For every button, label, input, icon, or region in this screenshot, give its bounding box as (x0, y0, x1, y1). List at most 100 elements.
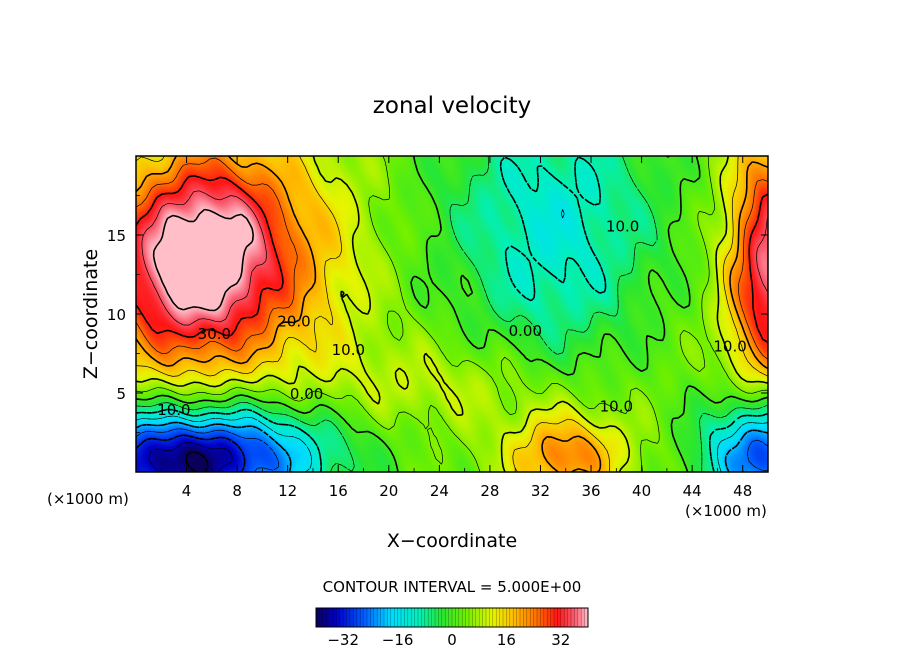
colorbar-bin (475, 608, 480, 627)
colorbar-bin (346, 608, 351, 627)
contour-line (136, 156, 768, 472)
contour-line (136, 156, 768, 472)
contour-interval-text: CONTOUR INTERVAL = 5.000E+00 (323, 578, 582, 596)
colorbar-tick-label: 32 (551, 631, 570, 649)
colorbar-bin (564, 608, 568, 627)
x-tick-label: 20 (379, 482, 398, 500)
colorbar-bin (523, 608, 528, 627)
colorbar-bin (567, 608, 572, 627)
colorbar-bin (540, 608, 545, 627)
x-axis-label: X−coordinate (387, 530, 517, 552)
colorbar-bin (533, 608, 538, 627)
x-tick-label: 36 (581, 482, 600, 500)
colorbar-bin (550, 608, 555, 627)
colorbar-bin (465, 608, 470, 627)
colorbar-bin (458, 608, 463, 627)
colorbar-bin (503, 608, 507, 627)
x-tick-label: 28 (480, 482, 499, 500)
colorbar-bin (387, 608, 392, 627)
colorbar-bin (520, 608, 524, 627)
x-tick-label: 44 (683, 482, 702, 500)
colorbar-bin (431, 608, 436, 627)
colorbar-bin (360, 608, 364, 627)
x-tick-label: 4 (182, 482, 192, 500)
colorbar-bin (438, 608, 443, 627)
contour-label: 10.0 (713, 338, 746, 356)
contour-label: 0.00 (509, 322, 542, 340)
colorbar-bin (343, 608, 347, 627)
colorbar-bin (363, 608, 368, 627)
contour-lines (136, 156, 768, 472)
colorbar-tick-label: 0 (447, 631, 457, 649)
x-unit-right: (×1000 m) (685, 502, 767, 520)
colorbar-bin (445, 608, 449, 627)
colorbar-bin (496, 608, 500, 627)
colorbar-bin (452, 608, 456, 627)
colorbar-bin (428, 608, 432, 627)
colorbar-bin (404, 608, 409, 627)
x-unit-left: (×1000 m) (47, 490, 129, 508)
colorbar-bin (547, 608, 551, 627)
colorbar-bin (336, 608, 341, 627)
colorbar-bin (462, 608, 466, 627)
chart-title: zonal velocity (373, 93, 531, 119)
colorbar-bin (356, 608, 361, 627)
colorbar-bin (414, 608, 419, 627)
y-tick-label: 5 (116, 385, 126, 403)
colorbar-bin (322, 608, 327, 627)
colorbar (315, 607, 589, 628)
colorbar-bin (424, 608, 429, 627)
velocity-heatmap (136, 156, 768, 472)
colorbar-bin (329, 608, 334, 627)
colorbar-bin (499, 608, 504, 627)
contour-label: 0.00 (290, 385, 323, 403)
colorbar-bin (421, 608, 426, 627)
colorbar-tick-label: −16 (382, 631, 414, 649)
colorbar-bin (350, 608, 354, 627)
colorbar-bin (526, 608, 531, 627)
colorbar-bin (506, 608, 511, 627)
colorbar-bin (560, 608, 565, 627)
colorbar-bin (543, 608, 548, 627)
colorbar-bin (353, 608, 358, 627)
colorbar-bin (530, 608, 534, 627)
x-axis-ticks: 4 8 12 16 20 24 28 32 36 40 44 48 (160, 156, 752, 500)
colorbar-bin (448, 608, 453, 627)
x-tick-label: 40 (632, 482, 651, 500)
contour-label: 10.0 (600, 398, 633, 416)
contour-line (136, 156, 768, 472)
colorbar-bin (370, 608, 375, 627)
colorbar-bin (574, 608, 579, 627)
colorbar-bin (492, 608, 497, 627)
colorbar-bin (411, 608, 415, 627)
contour-line (136, 428, 768, 472)
x-tick-label: 8 (232, 482, 242, 500)
contour-line (136, 209, 768, 472)
y-tick-label: 10 (107, 306, 126, 324)
contour-label: 20.0 (277, 312, 310, 330)
colorbar-bin (333, 608, 337, 627)
colorbar-bin (435, 608, 439, 627)
colorbar-bin (377, 608, 381, 627)
colorbar-bin (581, 608, 585, 627)
colorbar-bin (367, 608, 371, 627)
colorbar-bin (584, 608, 589, 627)
colorbar-bin (441, 608, 446, 627)
colorbar-bin (557, 608, 562, 627)
colorbar-bin (554, 608, 558, 627)
contour-line (141, 190, 768, 326)
colorbar-bin (339, 608, 344, 627)
y-axis-label: Z−coordinate (80, 249, 102, 379)
colorbar-bin (486, 608, 490, 627)
colorbar-bin (509, 608, 514, 627)
colorbar-bin (537, 608, 541, 627)
x-tick-label: 24 (430, 482, 449, 500)
contour-line (136, 434, 246, 472)
contour-label: 10.0 (157, 401, 190, 419)
contour-line (152, 208, 254, 312)
colorbar-bin (455, 608, 460, 627)
colorbar-bin (577, 608, 582, 627)
contour-line (136, 156, 768, 472)
colorbar-bin (571, 608, 575, 627)
